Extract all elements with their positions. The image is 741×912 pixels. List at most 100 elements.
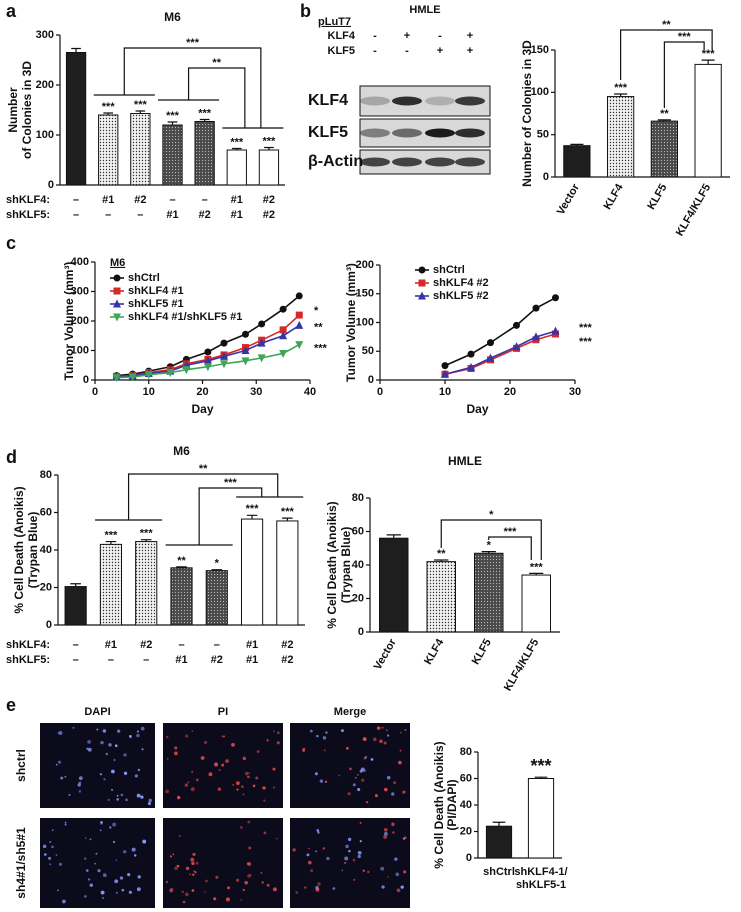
cell (184, 783, 189, 787)
cell (134, 854, 137, 857)
cell (87, 739, 91, 744)
cell (205, 879, 208, 883)
error-bar (481, 551, 496, 554)
cell (58, 862, 62, 866)
cell (51, 845, 54, 849)
x-tick-label: 0 (92, 386, 98, 398)
blot-band (455, 128, 485, 138)
cell (261, 881, 264, 884)
cell (100, 740, 104, 745)
image-column-label: Merge (334, 706, 366, 718)
marker (113, 287, 121, 295)
cell (309, 729, 313, 733)
cell (95, 852, 98, 855)
cell (374, 794, 378, 798)
y-tick-label: 0 (358, 626, 364, 638)
bracket (663, 41, 705, 108)
cell (359, 769, 363, 773)
x-tick-label: 30 (250, 386, 262, 398)
legend-label: shKLF5 #1 (128, 298, 184, 310)
cell (347, 837, 352, 842)
cell (49, 841, 52, 844)
chart-title: M6 (173, 444, 190, 458)
cell (357, 787, 361, 792)
x-tick-label: shKLF4-1/ (514, 866, 567, 878)
bar (99, 543, 123, 626)
image-row-label: sh4#1/sh5#1 (14, 827, 28, 899)
cell (399, 749, 402, 752)
x-tick-label: 0 (377, 386, 383, 398)
bar (276, 520, 299, 626)
y-tick-label: 200 (356, 259, 374, 271)
y-axis-label: Number of Colonies in 3D (520, 40, 534, 187)
cell (68, 793, 71, 797)
row-cell: – (105, 209, 111, 221)
error-bar (105, 540, 117, 545)
cell (295, 891, 299, 894)
legend-label: shCtrl (433, 264, 465, 276)
cell (263, 799, 266, 802)
bar (521, 574, 551, 633)
cell (190, 787, 195, 792)
cell (272, 786, 276, 789)
significance: *** (263, 135, 277, 147)
y-tick-label: 0 (543, 171, 549, 183)
x-tick-label: KLF4 (422, 636, 447, 667)
band-label: KLF5 (308, 124, 348, 141)
cell (398, 760, 402, 765)
cell (345, 746, 349, 750)
cell (123, 753, 127, 757)
cell (225, 759, 229, 763)
bracket (488, 536, 532, 560)
bar (65, 52, 87, 186)
cell (322, 736, 327, 740)
x-tick-label: 20 (504, 386, 516, 398)
cell (256, 750, 260, 753)
cell (399, 731, 402, 734)
cell (381, 726, 384, 729)
cell (384, 831, 388, 836)
bar (563, 145, 591, 178)
cell (174, 866, 178, 871)
marker (295, 311, 303, 319)
cell (110, 769, 115, 774)
cell (123, 771, 128, 775)
cell (263, 831, 267, 835)
y-tick-label: 40 (460, 799, 472, 811)
legend-label: shKLF5 #2 (433, 290, 489, 302)
cell (252, 784, 256, 788)
cell (387, 875, 389, 878)
marker (220, 339, 228, 347)
cell (383, 835, 388, 839)
panel-label: b (300, 1, 311, 21)
cell (136, 733, 140, 738)
cell (112, 822, 117, 827)
cell (64, 823, 67, 826)
cell (386, 775, 391, 780)
y-axis-label: % Cell Death (Anoikis) (325, 501, 339, 628)
error-bar (264, 146, 274, 150)
x-tick-label: Vector (372, 636, 400, 672)
cell (96, 728, 99, 731)
bar (607, 96, 635, 178)
marker (551, 326, 560, 335)
cell (240, 899, 242, 901)
error-bar (701, 59, 715, 65)
y-tick-label: 200 (36, 79, 54, 91)
cell (191, 730, 194, 733)
y-tick-label: 80 (352, 492, 364, 504)
row-cell: #1 (231, 209, 243, 221)
error-bar (570, 143, 584, 146)
marker (418, 291, 426, 300)
cell (242, 756, 247, 761)
significance: *** (140, 528, 154, 540)
cell (307, 860, 312, 865)
legend-title: M6 (110, 257, 125, 269)
cell (57, 732, 60, 735)
cell (195, 778, 199, 782)
cell (292, 848, 296, 852)
cell (348, 849, 351, 853)
image-row-label: shctrl (14, 749, 28, 782)
cell (142, 839, 147, 844)
y-tick-label: 20 (352, 592, 364, 604)
